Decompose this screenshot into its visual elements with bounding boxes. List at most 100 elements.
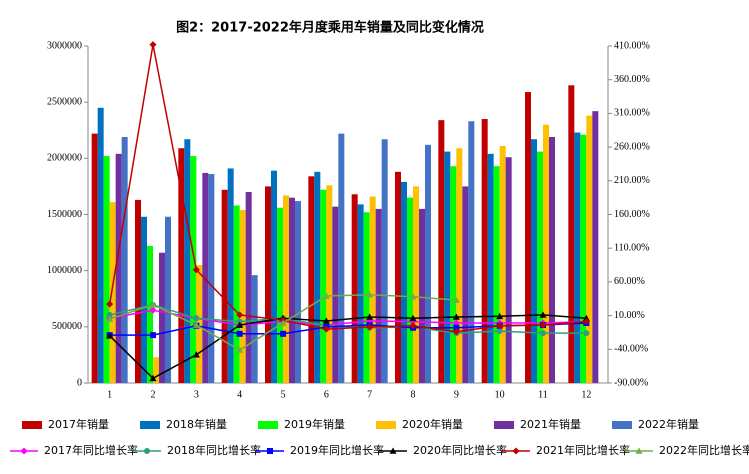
legend-label: 2020年销量 xyxy=(402,417,463,431)
bar xyxy=(178,148,185,383)
bar xyxy=(505,157,512,383)
line-marker xyxy=(366,291,374,298)
line-marker xyxy=(106,300,114,308)
legend-marker xyxy=(635,447,643,454)
line-marker xyxy=(149,41,157,49)
bar xyxy=(295,201,301,383)
legend-label: 2018年销量 xyxy=(166,417,227,431)
x-tick-label: 11 xyxy=(538,389,548,400)
y2-tick-label: -40.00% xyxy=(614,344,648,355)
bar xyxy=(363,212,370,383)
bar xyxy=(245,192,252,383)
bar xyxy=(97,107,104,384)
bar xyxy=(357,204,364,383)
line-marker xyxy=(279,319,287,326)
bar xyxy=(221,189,228,383)
bar xyxy=(543,124,549,383)
line-marker xyxy=(409,322,417,330)
bar xyxy=(568,85,575,384)
bar xyxy=(227,168,234,383)
line xyxy=(108,44,587,333)
legend-label: 2017年同比增长率 xyxy=(44,443,138,457)
bar xyxy=(499,145,506,383)
bar xyxy=(314,171,321,383)
legend-label: 2022年同比增长率 xyxy=(659,443,749,457)
bar xyxy=(277,207,283,383)
y2-tick-label: 260.00% xyxy=(614,141,650,152)
bar xyxy=(407,197,413,383)
bar xyxy=(369,196,376,383)
line-marker xyxy=(192,321,200,328)
bar xyxy=(289,197,295,383)
line-marker xyxy=(366,313,374,320)
legend-marker xyxy=(144,448,150,454)
line-marker xyxy=(582,318,590,326)
bar xyxy=(121,136,128,383)
line-marker xyxy=(539,321,547,329)
y2-tick-label: 160.00% xyxy=(614,209,650,220)
legend-swatch xyxy=(494,421,514,429)
line-marker xyxy=(496,312,504,320)
bar xyxy=(351,194,358,383)
line-marker xyxy=(453,324,460,331)
x-tick-label: 6 xyxy=(324,389,329,400)
y2-tick-label: -90.00% xyxy=(614,377,648,388)
legend-marker xyxy=(20,447,28,455)
bar xyxy=(525,92,531,383)
line-marker xyxy=(236,311,244,319)
line-marker xyxy=(322,317,330,324)
bar xyxy=(147,245,153,383)
bar xyxy=(208,174,215,383)
bar xyxy=(592,111,599,384)
line-marker xyxy=(452,328,460,336)
chart-title: 图2：2017-2022年月度乘用车销量及同比变化情况 xyxy=(176,20,484,36)
line-marker xyxy=(150,332,156,339)
line xyxy=(109,314,587,380)
x-tick-label: 12 xyxy=(581,389,591,400)
bar xyxy=(462,186,469,383)
line-marker xyxy=(106,311,113,318)
bar xyxy=(574,132,581,383)
y2-tick-label: 210.00% xyxy=(614,175,650,186)
bar xyxy=(233,205,240,383)
y-tick-label: 1000000 xyxy=(47,265,82,276)
bar xyxy=(487,153,494,383)
legend-swatch xyxy=(376,421,396,429)
line-marker xyxy=(496,322,504,330)
bar xyxy=(381,139,388,383)
legend-label: 2020年同比增长率 xyxy=(413,443,507,457)
line-marker xyxy=(409,314,417,322)
line-marker xyxy=(149,374,157,382)
line-marker xyxy=(106,315,114,322)
bar xyxy=(413,186,419,383)
line-marker xyxy=(280,330,286,337)
bar xyxy=(165,216,171,383)
line-marker xyxy=(236,330,243,337)
bar xyxy=(141,216,147,383)
bar xyxy=(580,134,587,383)
bar xyxy=(159,252,165,383)
bar xyxy=(419,208,425,383)
legend-marker xyxy=(389,447,397,454)
bar xyxy=(283,195,289,383)
line-marker xyxy=(149,301,157,308)
y2-tick-label: 60.00% xyxy=(614,276,645,287)
bar xyxy=(549,136,555,383)
x-tick-label: 1 xyxy=(107,389,112,400)
x-tick-label: 8 xyxy=(411,389,416,400)
legend-label: 2021年同比增长率 xyxy=(536,443,630,457)
x-tick-label: 4 xyxy=(237,389,242,400)
bar xyxy=(586,115,593,383)
line-marker xyxy=(236,321,244,328)
bar xyxy=(450,166,457,383)
bar xyxy=(537,151,543,383)
bar xyxy=(153,357,159,383)
line-marker xyxy=(582,314,590,322)
y-tick-label: 0 xyxy=(77,377,82,388)
legend-swatch xyxy=(22,421,42,429)
bar xyxy=(493,166,500,383)
bar xyxy=(103,156,110,383)
bar xyxy=(271,170,277,383)
legend-label: 2018年同比增长率 xyxy=(167,443,261,457)
